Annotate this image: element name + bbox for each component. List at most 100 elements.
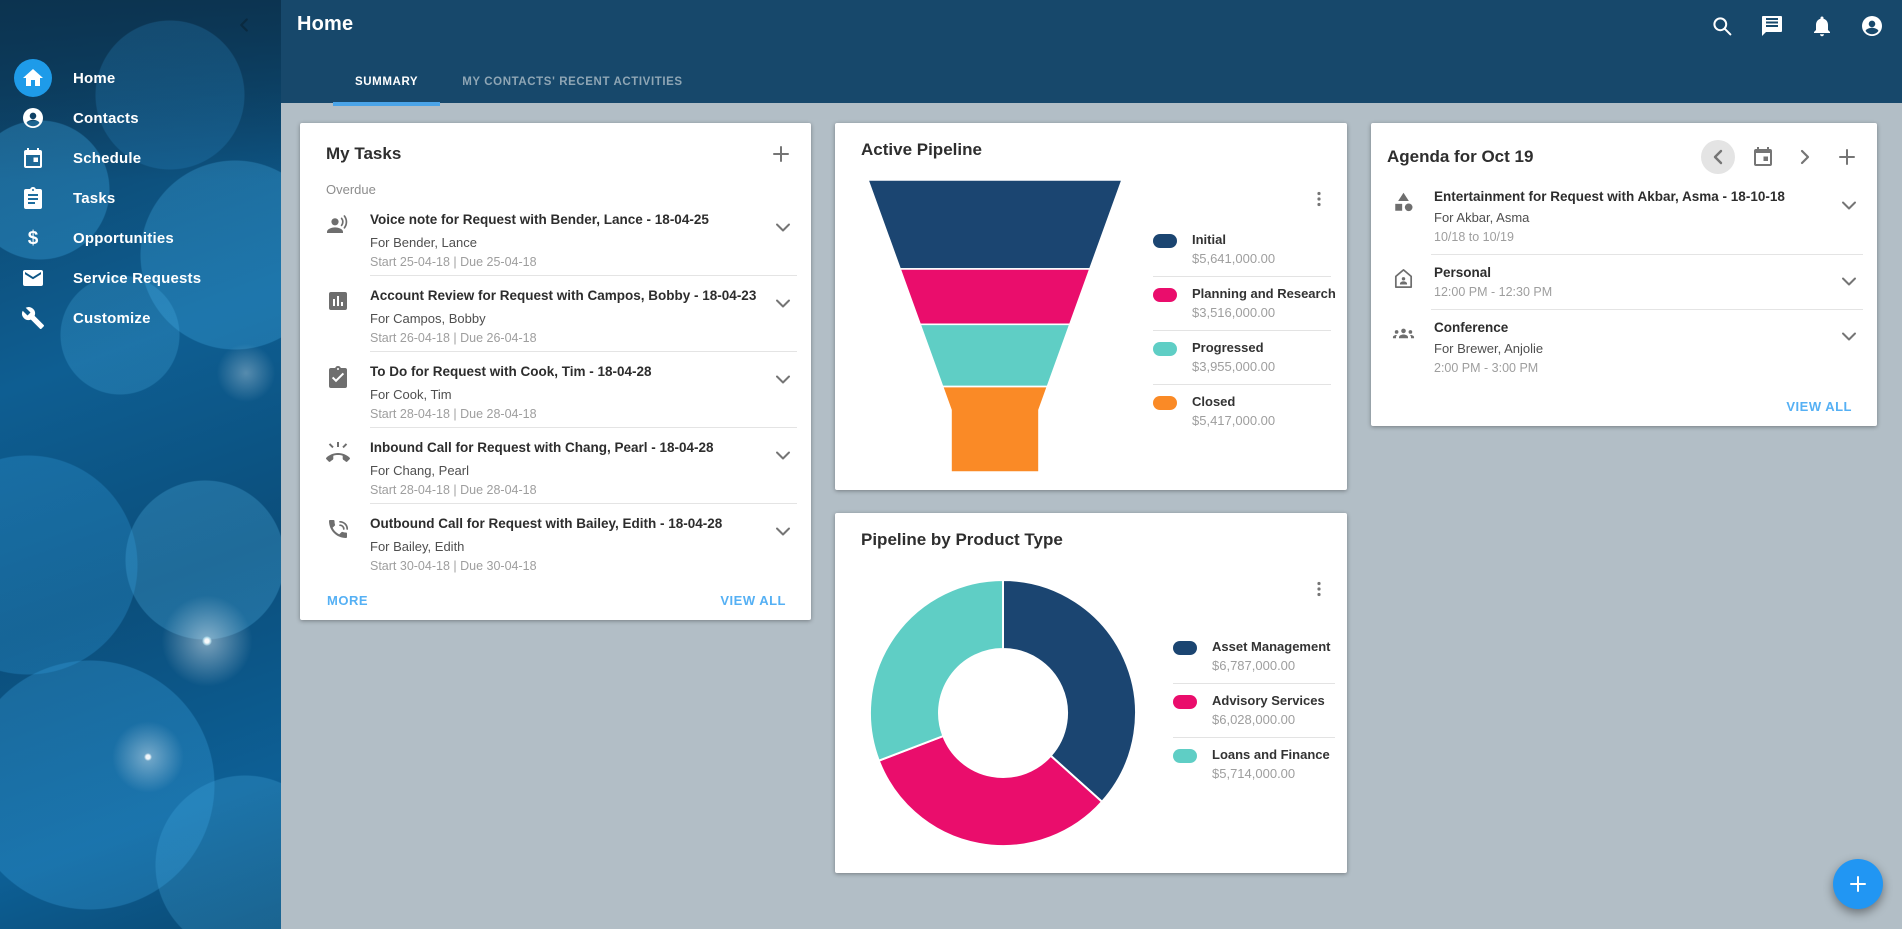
active-pipeline-title: Active Pipeline: [861, 140, 982, 159]
donut-chart: [868, 578, 1137, 848]
kebab-icon[interactable]: [1305, 575, 1333, 603]
notifications-icon[interactable]: [1810, 14, 1834, 38]
legend-label: Loans and Finance: [1212, 747, 1330, 762]
legend-row: Initial $5,641,000.00: [1153, 223, 1331, 276]
legend-row: Advisory Services $6,028,000.00: [1173, 683, 1335, 737]
legend-label: Asset Management: [1212, 639, 1331, 654]
sidebar: Home Contacts Schedule Tasks $ Opportuni…: [0, 0, 281, 929]
active-pipeline-card: Active Pipeline Initial $5,641,000.00 Pl…: [835, 123, 1347, 490]
agenda-view-all-button[interactable]: VIEW ALL: [1786, 399, 1852, 414]
task-subtitle: For Cook, Tim: [370, 386, 452, 402]
agenda-item-subtitle: For Akbar, Asma: [1434, 210, 1530, 225]
mail-icon: [14, 259, 52, 297]
conference-icon: [1392, 322, 1418, 348]
donut-legend: Asset Management $6,787,000.00 Advisory …: [1173, 630, 1335, 791]
legend-value: $5,714,000.00: [1212, 766, 1296, 781]
task-subtitle: For Chang, Pearl: [370, 462, 469, 478]
home-icon: [14, 59, 52, 97]
agenda-row: Conference For Brewer, Anjolie 2:00 PM -…: [1371, 309, 1877, 385]
page-title: Home: [297, 13, 354, 35]
tasks-view-all-button[interactable]: VIEW ALL: [720, 593, 786, 608]
account-icon[interactable]: [1860, 14, 1884, 38]
sidebar-item-tasks[interactable]: Tasks: [0, 178, 281, 218]
chevron-left-icon[interactable]: [1701, 140, 1735, 174]
task-subtitle: For Campos, Bobby: [370, 310, 486, 326]
tab-summary[interactable]: SUMMARY: [333, 61, 441, 106]
agenda-list: Entertainment for Request with Akbar, As…: [1371, 178, 1877, 385]
sidebar-item-customize[interactable]: Customize: [0, 298, 281, 338]
legend-row: Planning and Research $3,516,000.00: [1153, 276, 1336, 330]
task-subtitle: For Bailey, Edith: [370, 538, 465, 554]
voice-note-icon: [326, 213, 354, 241]
category-icon: [1392, 191, 1418, 217]
chevron-down-icon[interactable]: [1837, 324, 1861, 348]
sidebar-item-opportunities[interactable]: $ Opportunities: [0, 218, 281, 258]
tab-bar: SUMMARY MY CONTACTS' RECENT ACTIVITIES: [333, 61, 705, 106]
task-title: Account Review for Request with Campos, …: [370, 288, 757, 303]
chevron-down-icon[interactable]: [771, 367, 795, 391]
agenda-card: Agenda for Oct 19 Entertainment for Requ…: [1371, 123, 1877, 426]
overdue-section-label: Overdue: [326, 182, 376, 197]
chevron-down-icon[interactable]: [771, 215, 795, 239]
legend-value: $3,955,000.00: [1192, 359, 1276, 374]
plus-icon[interactable]: [1833, 859, 1883, 909]
chevron-down-icon[interactable]: [1837, 269, 1861, 293]
agenda-item-time: 2:00 PM - 3:00 PM: [1434, 361, 1539, 375]
chevron-left-icon[interactable]: [233, 14, 255, 36]
legend-label: Closed: [1192, 394, 1236, 409]
chevron-down-icon[interactable]: [771, 291, 795, 315]
legend-swatch: [1173, 641, 1197, 655]
agenda-item-subtitle: For Brewer, Anjolie: [1434, 341, 1544, 356]
account-review-icon: [326, 289, 354, 317]
legend-swatch: [1153, 342, 1177, 356]
legend-value: $3,516,000.00: [1192, 305, 1276, 320]
agenda-title: Agenda for Oct 19: [1387, 147, 1534, 166]
task-dates: Start 25-04-18 | Due 25-04-18: [370, 254, 537, 269]
inbound-call-icon: [326, 441, 354, 469]
chevron-down-icon[interactable]: [771, 519, 795, 543]
sidebar-item-schedule[interactable]: Schedule: [0, 138, 281, 178]
agenda-row: Entertainment for Request with Akbar, As…: [1371, 178, 1877, 254]
chevron-down-icon[interactable]: [1837, 193, 1861, 217]
chevron-down-icon[interactable]: [771, 443, 795, 467]
calendar-icon[interactable]: [1749, 143, 1777, 171]
sidebar-item-home[interactable]: Home: [0, 58, 281, 98]
task-title: Voice note for Request with Bender, Lanc…: [370, 212, 709, 227]
plus-icon[interactable]: [767, 140, 795, 168]
task-dates: Start 28-04-18 | Due 28-04-18: [370, 406, 537, 421]
tasks-icon: [14, 179, 52, 217]
more-button[interactable]: MORE: [327, 593, 368, 608]
task-row: Account Review for Request with Campos, …: [300, 275, 811, 351]
chevron-right-icon[interactable]: [1791, 143, 1819, 171]
task-row: Outbound Call for Request with Bailey, E…: [300, 503, 811, 579]
tab-my-contacts-recent-activities[interactable]: MY CONTACTS' RECENT ACTIVITIES: [462, 76, 683, 88]
legend-label: Planning and Research: [1192, 286, 1336, 301]
legend-value: $6,028,000.00: [1212, 712, 1296, 727]
sidebar-item-service-requests[interactable]: Service Requests: [0, 258, 281, 298]
search-icon[interactable]: [1710, 14, 1734, 38]
dollar-icon: $: [14, 219, 52, 257]
contacts-icon: [14, 99, 52, 137]
legend-row: Asset Management $6,787,000.00: [1173, 630, 1335, 683]
product-pipeline-card: Pipeline by Product Type Asset Managemen…: [835, 513, 1347, 873]
legend-label: Initial: [1192, 232, 1226, 247]
legend-swatch: [1153, 234, 1177, 248]
sidebar-nav: Home Contacts Schedule Tasks $ Opportuni…: [0, 58, 281, 338]
chat-icon[interactable]: [1760, 14, 1784, 38]
task-list: Voice note for Request with Bender, Lanc…: [300, 199, 811, 579]
legend-row: Progressed $3,955,000.00: [1153, 330, 1331, 384]
home-event-icon: [1392, 267, 1418, 293]
outbound-call-icon: [326, 517, 354, 545]
my-tasks-card: My Tasks Overdue Voice note for Request …: [300, 123, 811, 620]
legend-row: Loans and Finance $5,714,000.00: [1173, 737, 1335, 791]
kebab-icon[interactable]: [1305, 185, 1333, 213]
agenda-controls: [1701, 140, 1861, 174]
my-tasks-title: My Tasks: [326, 144, 402, 163]
legend-swatch: [1173, 749, 1197, 763]
agenda-item-title: Personal: [1434, 265, 1492, 280]
task-dates: Start 26-04-18 | Due 26-04-18: [370, 330, 537, 345]
task-row: Inbound Call for Request with Chang, Pea…: [300, 427, 811, 503]
funnel-legend: Initial $5,641,000.00 Planning and Resea…: [1153, 223, 1336, 438]
plus-icon[interactable]: [1833, 143, 1861, 171]
sidebar-item-contacts[interactable]: Contacts: [0, 98, 281, 138]
